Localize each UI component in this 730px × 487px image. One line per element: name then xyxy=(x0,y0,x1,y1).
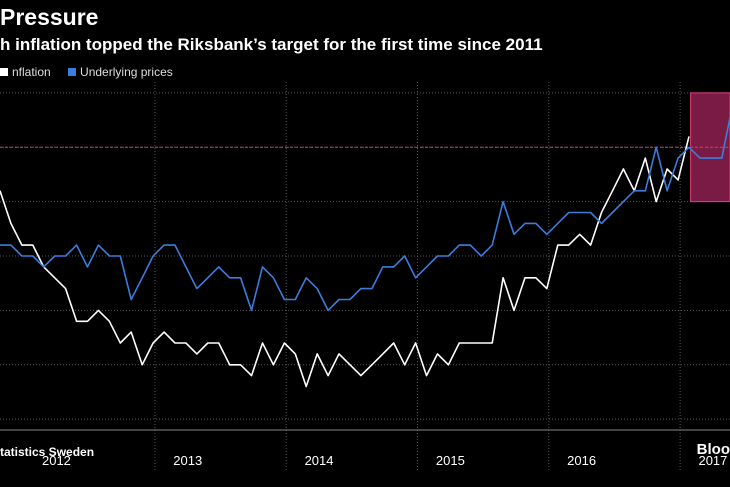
x-tick-label-2017: 2017 xyxy=(698,453,727,468)
series-line-underlying-prices xyxy=(0,113,730,312)
source-note: tatistics Sweden xyxy=(0,445,95,459)
x-tick-label-2014: 2014 xyxy=(305,453,334,468)
legend-label-underlying: Underlying prices xyxy=(80,65,173,79)
brand-logo-text: Bloo xyxy=(696,441,730,458)
legend-swatch-inflation xyxy=(0,68,8,76)
chart-title: Pressure xyxy=(0,4,99,30)
chart-subtitle: h inflation topped the Riksbank’s target… xyxy=(0,35,543,54)
x-tick-label-2016: 2016 xyxy=(567,453,596,468)
x-tick-label-2013: 2013 xyxy=(173,453,202,468)
legend: nflation Underlying prices xyxy=(0,65,187,79)
legend-item-underlying: Underlying prices xyxy=(68,65,173,79)
legend-item-inflation: nflation xyxy=(0,65,51,79)
legend-label-inflation: nflation xyxy=(12,65,51,79)
x-tick-label-2012: 2012 xyxy=(42,453,71,468)
legend-swatch-underlying xyxy=(68,68,77,76)
x-tick-label-2015: 2015 xyxy=(436,453,465,468)
series-line-inflation xyxy=(0,136,690,388)
